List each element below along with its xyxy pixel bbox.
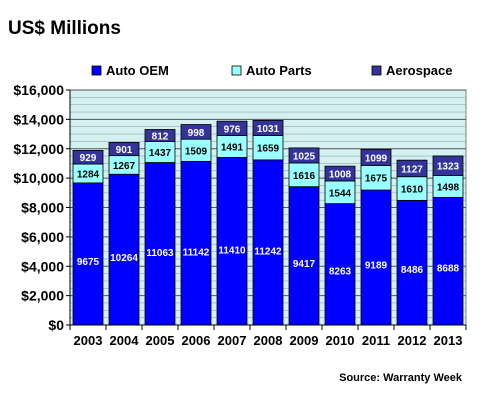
data-label: 1610 [401, 185, 424, 196]
data-label: 11242 [254, 247, 282, 258]
bar-segment [360, 148, 392, 166]
data-label: 11142 [183, 247, 210, 258]
data-label: 1498 [437, 182, 460, 193]
data-label: 1616 [293, 171, 316, 182]
bar-segment [72, 149, 104, 165]
data-label: 976 [224, 124, 241, 135]
x-tick-label: 2006 [182, 333, 211, 348]
x-tick-label: 2008 [254, 333, 283, 348]
source-note: Source: Warranty Week [339, 372, 463, 384]
legend-swatch [231, 65, 242, 76]
x-tick-label: 2005 [146, 333, 175, 348]
legend-swatch [91, 65, 102, 76]
bar-segment [360, 189, 392, 326]
x-tick-label: 2004 [110, 333, 140, 348]
y-tick-label: $14,000 [13, 111, 64, 127]
legend: Auto OEM Auto Parts Aerospace [91, 63, 452, 78]
bar-segment [144, 162, 176, 326]
data-label: 8486 [401, 265, 424, 276]
data-label: 1008 [329, 170, 352, 181]
data-label: 1267 [113, 161, 136, 172]
x-tick-label: 2010 [326, 333, 355, 348]
data-label: 1284 [77, 169, 100, 180]
bar-segment [324, 203, 356, 326]
y-tick-label: $2,000 [21, 288, 64, 304]
bar-segment [252, 159, 284, 326]
data-label: 8688 [437, 264, 460, 275]
x-tick-label: 2009 [290, 333, 319, 348]
bar-segment [432, 196, 464, 326]
data-label: 1323 [437, 162, 460, 173]
x-tick-label: 2012 [398, 333, 427, 348]
y-tick-label: $12,000 [13, 141, 64, 157]
bar-segment [360, 165, 392, 191]
bar-segment [108, 173, 140, 326]
bar-segment [252, 119, 284, 136]
bar-segment [216, 157, 248, 326]
bar-segment [432, 155, 464, 176]
y-tick-label: $10,000 [13, 170, 64, 186]
data-label: 10264 [110, 253, 138, 264]
data-label: 1675 [365, 174, 388, 185]
data-label: 1659 [257, 144, 280, 155]
x-tick-label: 2013 [434, 333, 463, 348]
data-label: 11410 [218, 246, 246, 257]
bar-segment [396, 199, 428, 326]
data-label: 11063 [146, 248, 174, 259]
data-label: 1031 [257, 124, 280, 135]
data-label: 9189 [365, 260, 388, 271]
bar-segment [108, 142, 140, 157]
y-tick-label: $0 [48, 317, 64, 333]
data-label: 929 [80, 153, 97, 164]
data-label: 1099 [365, 153, 388, 164]
x-axis: 2003 2004 2005 2006 2007 2008 2009 2010 2011 2012… [69, 324, 467, 348]
bar-segment [180, 160, 212, 326]
data-label: 8263 [329, 266, 352, 277]
data-label: 1025 [293, 151, 316, 162]
y-tick-label: $6,000 [21, 229, 64, 245]
y-axis: $0 $2,000 $4,000 $6,000 $8,000 $10,000 $12,000… [13, 82, 71, 333]
x-tick-label: 2007 [218, 333, 247, 348]
data-label: 812 [152, 131, 169, 142]
bars: 9675 1284 929 10264 1267 901 11063 1437 812 11142… [72, 119, 464, 326]
legend-label: Aerospace [386, 63, 452, 78]
x-tick-label: 2011 [362, 333, 390, 348]
data-label: 1127 [401, 164, 423, 175]
data-label: 1509 [185, 146, 208, 157]
y-tick-label: $8,000 [21, 200, 64, 216]
x-tick-label: 2003 [74, 333, 103, 348]
data-label: 998 [188, 128, 205, 139]
bar-segment [288, 147, 320, 164]
y-tick-label: $4,000 [21, 258, 64, 274]
legend-swatch [371, 65, 382, 76]
bar-segment [396, 159, 428, 178]
data-label: 901 [116, 145, 133, 156]
bar-segment [252, 135, 284, 161]
bar-segment [72, 182, 104, 326]
bar-segment [288, 186, 320, 326]
data-label: 1491 [221, 142, 244, 153]
bar-segment [180, 124, 212, 140]
data-label: 1437 [149, 148, 172, 159]
chart-title: US$ Millions [8, 18, 121, 39]
bar-segment [324, 165, 356, 182]
data-label: 9675 [77, 257, 100, 268]
bar-segment [144, 129, 176, 142]
data-label: 9417 [293, 259, 316, 270]
bar-segment [216, 120, 248, 136]
legend-label: Auto OEM [106, 63, 169, 78]
legend-label: Auto Parts [246, 63, 312, 78]
y-tick-label: $16,000 [13, 82, 64, 98]
data-label: 1544 [329, 188, 352, 199]
